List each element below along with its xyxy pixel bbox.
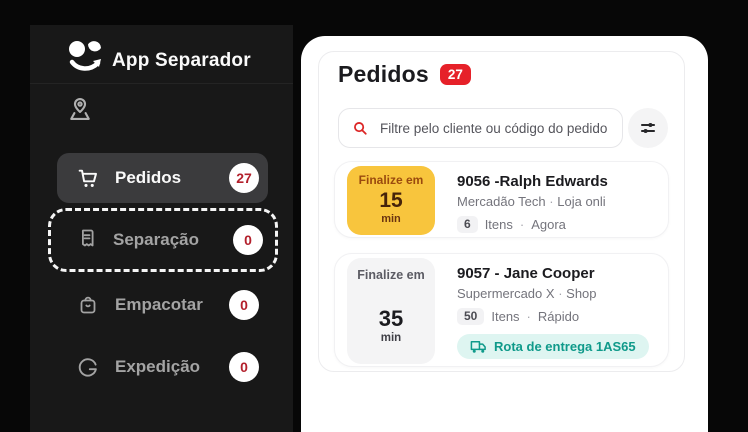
filter-button[interactable]	[628, 108, 668, 148]
pedidos-count-badge: 27	[229, 163, 259, 193]
expedicao-count-badge: 0	[229, 352, 259, 382]
dot-separator: ·	[519, 217, 525, 233]
sidebar-item-separacao[interactable]: Separação 0	[48, 208, 278, 272]
search-input[interactable]	[378, 119, 610, 137]
timer-unit: min	[380, 332, 402, 344]
panel-header: Pedidos 27	[338, 61, 471, 88]
timer-value: 15	[379, 189, 403, 212]
order-subtitle: Supermercado X · Shop	[457, 286, 597, 301]
orders-panel: Pedidos 27	[318, 51, 685, 372]
timer-label: Finalize em	[357, 268, 425, 282]
sidebar-item-pedidos[interactable]: Pedidos 27	[57, 153, 268, 203]
order-eta: Agora	[531, 217, 566, 233]
sidebar-item-label: Pedidos	[115, 168, 182, 187]
dot-separator: ·	[549, 194, 554, 209]
sidebar-item-label: Expedição	[115, 357, 201, 376]
order-card[interactable]: Finalize em 35 min 9057 - Jane Cooper Su…	[334, 253, 669, 367]
sidebar-item-empacotar[interactable]: Empacotar 0	[57, 281, 268, 329]
order-card[interactable]: Finalize em 15 min 9056 -Ralph Edwards M…	[334, 161, 669, 238]
sidebar-item-label: Separação	[113, 230, 199, 249]
route-label: Rota de entrega 1AS65	[494, 339, 636, 355]
sidebar-item-expedicao[interactable]: Expedição 0	[57, 343, 268, 391]
items-count-chip: 50	[457, 308, 485, 326]
empacotar-count-badge: 0	[229, 290, 259, 320]
timer-unit: min	[381, 213, 401, 225]
smiley-logo-icon	[66, 39, 108, 79]
truck-icon	[470, 340, 487, 354]
items-label: Itens	[484, 217, 513, 233]
timer-badge-urgent: Finalize em 15 min	[347, 166, 435, 235]
page-title: Pedidos	[338, 61, 429, 87]
helmet-icon	[75, 354, 101, 380]
map-pin-icon[interactable]	[66, 95, 94, 123]
order-meta: 50 Itens · Rápido	[457, 308, 662, 326]
items-count-chip: 6	[457, 216, 478, 234]
timer-badge-normal: Finalize em 35 min	[347, 258, 435, 364]
sidebar: App Separador Pedidos 27	[30, 25, 293, 432]
dot-separator: ·	[526, 309, 531, 325]
order-title: 9057 - Jane Cooper	[457, 265, 595, 282]
search-icon	[351, 119, 369, 137]
order-eta: Rápido	[537, 309, 580, 325]
separacao-count-badge: 0	[233, 225, 263, 255]
sidebar-item-label: Empacotar	[115, 295, 203, 314]
timer-label: Finalize em	[358, 173, 424, 187]
dot-separator: ·	[558, 286, 563, 301]
bag-icon	[75, 292, 101, 318]
sliders-icon	[638, 118, 658, 138]
sidebar-divider	[30, 83, 293, 84]
search-row	[338, 108, 623, 148]
items-label: Itens	[491, 309, 520, 325]
app-title: App Separador	[112, 50, 251, 71]
order-subtitle: Mercadão Tech · Loja onli	[457, 194, 606, 209]
order-title: 9056 -Ralph Edwards	[457, 173, 608, 190]
search-box[interactable]	[338, 108, 623, 148]
orders-count-badge: 27	[439, 63, 471, 86]
cart-icon	[75, 165, 101, 191]
delivery-route-tag: Rota de entrega 1AS65	[457, 334, 649, 360]
receipt-icon	[75, 226, 99, 255]
order-meta: 6 Itens · Agora	[457, 216, 662, 234]
timer-value: 35	[378, 306, 404, 331]
main-panel: Pedidos 27	[301, 36, 708, 432]
